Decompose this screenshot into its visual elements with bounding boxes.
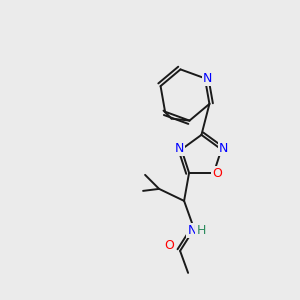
Text: N: N [175,142,184,155]
Text: N: N [188,224,197,237]
Text: H: H [196,224,206,237]
Text: N: N [203,72,213,85]
Text: O: O [212,167,222,180]
Text: N: N [219,142,228,155]
Text: O: O [164,239,174,252]
